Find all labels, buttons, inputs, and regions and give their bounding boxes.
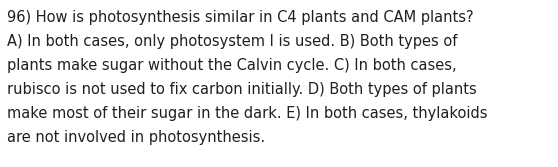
Text: 96) How is photosynthesis similar in C4 plants and CAM plants?: 96) How is photosynthesis similar in C4 …	[7, 10, 474, 25]
Text: A) In both cases, only photosystem I is used. B) Both types of: A) In both cases, only photosystem I is …	[7, 34, 458, 49]
Text: plants make sugar without the Calvin cycle. C) In both cases,: plants make sugar without the Calvin cyc…	[7, 58, 456, 73]
Text: are not involved in photosynthesis.: are not involved in photosynthesis.	[7, 130, 265, 145]
Text: rubisco is not used to fix carbon initially. D) Both types of plants: rubisco is not used to fix carbon initia…	[7, 82, 477, 97]
Text: make most of their sugar in the dark. E) In both cases, thylakoids: make most of their sugar in the dark. E)…	[7, 106, 488, 121]
